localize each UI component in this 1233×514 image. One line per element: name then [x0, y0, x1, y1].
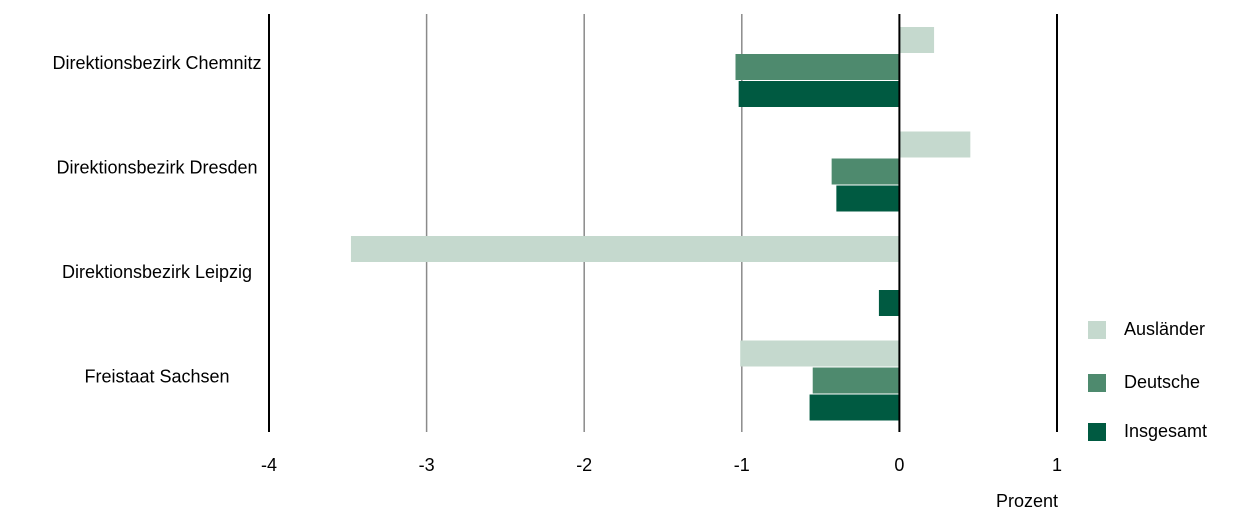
category-label: Freistaat Sachsen — [84, 367, 229, 387]
legend-swatch — [1088, 423, 1106, 441]
bar — [836, 185, 900, 212]
legend-swatch — [1088, 321, 1106, 339]
x-tick-label: -3 — [419, 455, 435, 475]
category-label: Direktionsbezirk Leipzig — [62, 262, 252, 282]
bar — [809, 394, 900, 421]
bar — [735, 54, 900, 80]
grid-lines — [268, 14, 1058, 432]
x-tick-label: 1 — [1052, 455, 1062, 475]
bars — [350, 27, 971, 421]
x-tick-labels: -4 -3 -2 -1 0 1 — [261, 455, 1062, 475]
category-label: Direktionsbezirk Dresden — [56, 158, 257, 178]
category-labels: Direktionsbezirk Chemnitz Direktionsbezir… — [52, 53, 261, 387]
x-tick-label: 0 — [894, 455, 904, 475]
bar — [899, 27, 935, 53]
bar — [812, 367, 900, 394]
legend-label: Deutsche — [1124, 372, 1200, 392]
x-tick-label: -2 — [576, 455, 592, 475]
bar — [899, 131, 971, 158]
bar — [878, 290, 900, 316]
bar — [831, 158, 900, 185]
bar — [350, 236, 900, 262]
legend-label: Insgesamt — [1124, 421, 1207, 441]
x-axis-label: Prozent — [996, 491, 1058, 511]
bar — [740, 340, 900, 367]
category-label: Direktionsbezirk Chemnitz — [52, 53, 261, 73]
legend: Ausländer Deutsche Insgesamt — [1088, 319, 1207, 441]
legend-swatch — [1088, 374, 1106, 392]
bar — [738, 81, 900, 107]
x-tick-label: -1 — [734, 455, 750, 475]
x-tick-label: -4 — [261, 455, 277, 475]
legend-label: Ausländer — [1124, 319, 1205, 339]
